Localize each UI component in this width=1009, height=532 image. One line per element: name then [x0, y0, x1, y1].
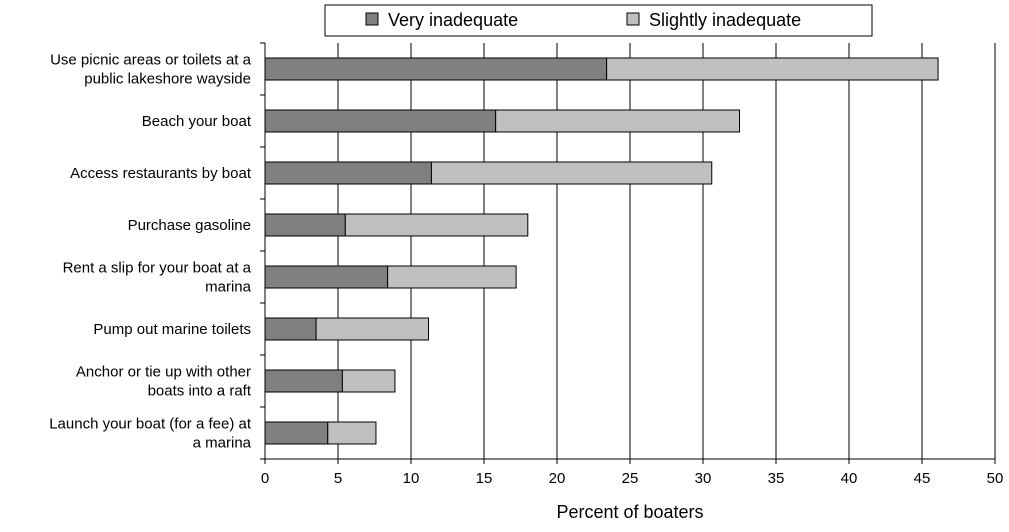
x-tick-label: 10: [403, 470, 420, 487]
x-tick-label: 20: [549, 470, 566, 487]
x-tick-label: 5: [334, 470, 342, 487]
x-tick-label: 45: [914, 470, 931, 487]
category-labels: Use picnic areas or toilets at a public l…: [49, 52, 252, 452]
category-label: Pump out marine toilets: [93, 321, 251, 338]
legend-box: [324, 4, 873, 37]
bar-slightly-inadequate: [430, 161, 713, 185]
x-tick-label: 15: [476, 470, 493, 487]
category-label: Anchor or tie up with other boats into a …: [76, 364, 252, 400]
bar-very-inadequate: [264, 109, 497, 133]
bar-slightly-inadequate: [606, 57, 939, 81]
bar-very-inadequate: [264, 57, 608, 81]
bar-slightly-inadequate: [387, 265, 517, 289]
bar-very-inadequate: [264, 161, 432, 185]
x-tick-label: 35: [768, 470, 785, 487]
x-tick-labels: 0 5 10 15 20 25 30 35 40 45 50: [261, 470, 1004, 487]
category-label: Launch your boat (for a fee) at a marina: [49, 416, 252, 452]
bars: [264, 57, 939, 445]
legend-label-very-inadequate: Very inadequate: [388, 10, 518, 30]
bar-very-inadequate: [264, 421, 329, 445]
bar-very-inadequate: [264, 317, 317, 341]
legend-swatch-very-inadequate: [365, 12, 379, 26]
bar-slightly-inadequate: [327, 421, 377, 445]
x-tick-label: 40: [841, 470, 858, 487]
bar-slightly-inadequate: [341, 369, 396, 393]
category-label: Rent a slip for your boat at a marina: [63, 260, 252, 296]
legend-label-slightly-inadequate: Slightly inadequate: [649, 10, 801, 30]
legend-swatch-slightly-inadequate: [626, 12, 640, 26]
bar-slightly-inadequate: [495, 109, 740, 133]
bar-slightly-inadequate: [315, 317, 430, 341]
category-label: Purchase gasoline: [128, 217, 251, 234]
x-tick-label: 30: [695, 470, 712, 487]
legend: Very inadequate Slightly inadequate: [324, 4, 873, 37]
bar-slightly-inadequate: [344, 213, 529, 237]
bar-very-inadequate: [264, 265, 389, 289]
bar-very-inadequate: [264, 369, 343, 393]
x-tick-label: 0: [261, 470, 269, 487]
category-label: Use picnic areas or toilets at a public l…: [50, 52, 252, 88]
bar-very-inadequate: [264, 213, 346, 237]
gridlines: [337, 43, 996, 459]
x-axis-title: Percent of boaters: [556, 502, 703, 522]
axes: [260, 42, 996, 464]
category-label: Access restaurants by boat: [70, 165, 252, 182]
x-tick-label: 50: [987, 470, 1004, 487]
x-tick-label: 25: [622, 470, 639, 487]
category-label: Beach your boat: [142, 113, 252, 130]
